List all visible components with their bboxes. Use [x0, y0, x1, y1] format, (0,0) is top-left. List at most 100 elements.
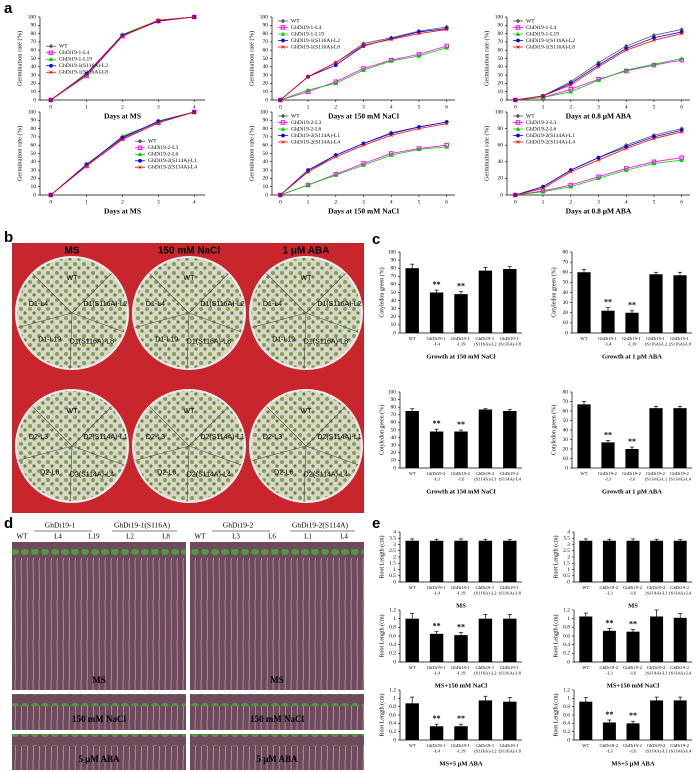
y-tick-label: 30 [263, 72, 269, 78]
plate-label: WT [301, 275, 313, 282]
label-line: (S114A)-L4 [669, 749, 692, 754]
x-tick-label: 3 [597, 199, 600, 205]
data-point [192, 14, 197, 20]
y-tick-label: 50 [31, 151, 37, 157]
x-tick-label: 1 [85, 199, 88, 205]
bar [429, 633, 444, 662]
y-axis-label: Root Length (cm) [378, 536, 385, 579]
data-point [120, 33, 125, 39]
x-tick-label: GhDi19-1 -L4 [427, 665, 447, 676]
line-label: L8 [162, 533, 170, 541]
x-tick-label: GhDi19-1 (S116A)-L2 [474, 743, 497, 754]
legend-marker [280, 44, 286, 50]
y-tick-label: 3.5 [563, 536, 570, 542]
legend-label: WT [526, 113, 535, 119]
plate-divider [303, 312, 307, 369]
label-line: GhDi19-2 [427, 471, 447, 476]
y-tick-label: 0 [567, 659, 570, 665]
y-tick-label: 0.6 [389, 712, 396, 718]
label-line: (S116A)-L8 [499, 671, 522, 676]
x-axis-label: Growth at 150 mM NaCl [426, 353, 495, 360]
x-tick-label: GhDi19-2 -L6 [451, 471, 471, 482]
label-line: GhDi19-2 [670, 585, 690, 590]
y-tick-label: 80 [391, 265, 397, 271]
label-line: GhDi19-1 [451, 665, 471, 670]
legend-label: GhDi19-2-L3 [526, 120, 556, 126]
y-tick-label: 50 [391, 290, 397, 296]
y-tick-label: 2 [393, 554, 396, 560]
data-point [596, 155, 601, 160]
label-line: (S114A)-L1 [645, 477, 668, 482]
y-tick-label: 20 [391, 314, 397, 320]
legend-label: GhDi19-2-L6 [526, 126, 556, 132]
plate-divider [305, 406, 346, 447]
x-tick-label: GhDi19-1 -L19 [451, 665, 471, 676]
y-tick-label: 50 [31, 56, 37, 62]
y-tick-label: 0 [265, 97, 268, 103]
x-tick-label: 6 [680, 104, 683, 110]
data-point [156, 120, 161, 125]
plate-label: WT [184, 408, 196, 415]
label-line: GhDi19-1 [500, 585, 520, 590]
line-label: L4 [340, 533, 348, 541]
legend-label: GhDi19-1(S116A)-L2 [526, 37, 575, 44]
plate-divider [71, 406, 112, 447]
photo-shoots [12, 694, 186, 706]
x-axis-label: Growth at 150 mM NaCl [426, 488, 495, 495]
data-point [48, 192, 53, 198]
significance-label: ** [433, 714, 441, 723]
plate-divider [69, 312, 73, 369]
x-tick-label: GhDi19-2 -L6 [623, 665, 643, 676]
plate-divider [305, 273, 346, 314]
data-point [651, 38, 657, 43]
label-line: GhDi19-2 [646, 471, 666, 476]
legend-marker [280, 25, 286, 30]
label-line: (S116A)-L2 [474, 342, 497, 347]
y-tick-label: 0 [500, 192, 503, 198]
data-point [540, 186, 546, 191]
x-tick-label: 5 [418, 199, 421, 205]
x-axis-label: MS [628, 602, 638, 609]
y-tick-label: 70 [563, 399, 569, 405]
data-point [333, 154, 338, 160]
bar [503, 411, 517, 468]
legend-label: WT [291, 18, 300, 24]
condition-label: 5 μM ABA [256, 754, 298, 764]
panel-label: b [4, 229, 13, 246]
y-tick-label: 0.6 [389, 633, 396, 639]
y-tick-label: 40 [391, 298, 397, 304]
x-tick-label: WT [409, 665, 416, 670]
label-line: -L3 [606, 591, 613, 596]
x-tick-label: 5 [418, 104, 421, 110]
y-tick-label: 70 [498, 39, 504, 45]
x-tick-label: 0 [279, 199, 282, 205]
bar [503, 269, 517, 333]
y-tick-label: 0.2 [389, 651, 396, 657]
x-tick-label: GhDi19-2 (S114A)-L1 [645, 471, 668, 482]
y-axis-label: Cotyledon green (%) [550, 267, 557, 317]
significance-label: ** [457, 420, 465, 429]
label-line: -L19 [457, 342, 467, 347]
y-tick-label: 0 [567, 737, 570, 743]
legend-marker [515, 139, 521, 145]
bar [650, 540, 664, 582]
group-label: GhDi19-1 [45, 521, 76, 530]
y-tick-label: 0.8 [563, 625, 570, 631]
legend-marker [48, 50, 54, 56]
y-tick-label: 50 [263, 56, 269, 62]
label-line: -L3 [606, 749, 613, 754]
label-line: GhDi19-2 [600, 585, 620, 590]
x-tick-label: GhDi19-1 -L19 [451, 336, 471, 347]
significance-label: ** [457, 714, 465, 723]
y-tick-label: 20 [563, 446, 569, 452]
label-line: GhDi19-2 [647, 743, 667, 748]
condition-label: 150 mM NaCl [250, 714, 304, 724]
label-line: (S116A)-L2 [474, 749, 497, 754]
label-line: (S116A)-L8 [499, 342, 522, 347]
label-line: GhDi19-1 [451, 336, 471, 341]
x-tick-label: WT [409, 471, 416, 476]
legend-marker [515, 126, 521, 131]
x-axis-label: MS+150 mM NaCl [607, 682, 660, 689]
y-tick-label: 100 [495, 14, 504, 20]
